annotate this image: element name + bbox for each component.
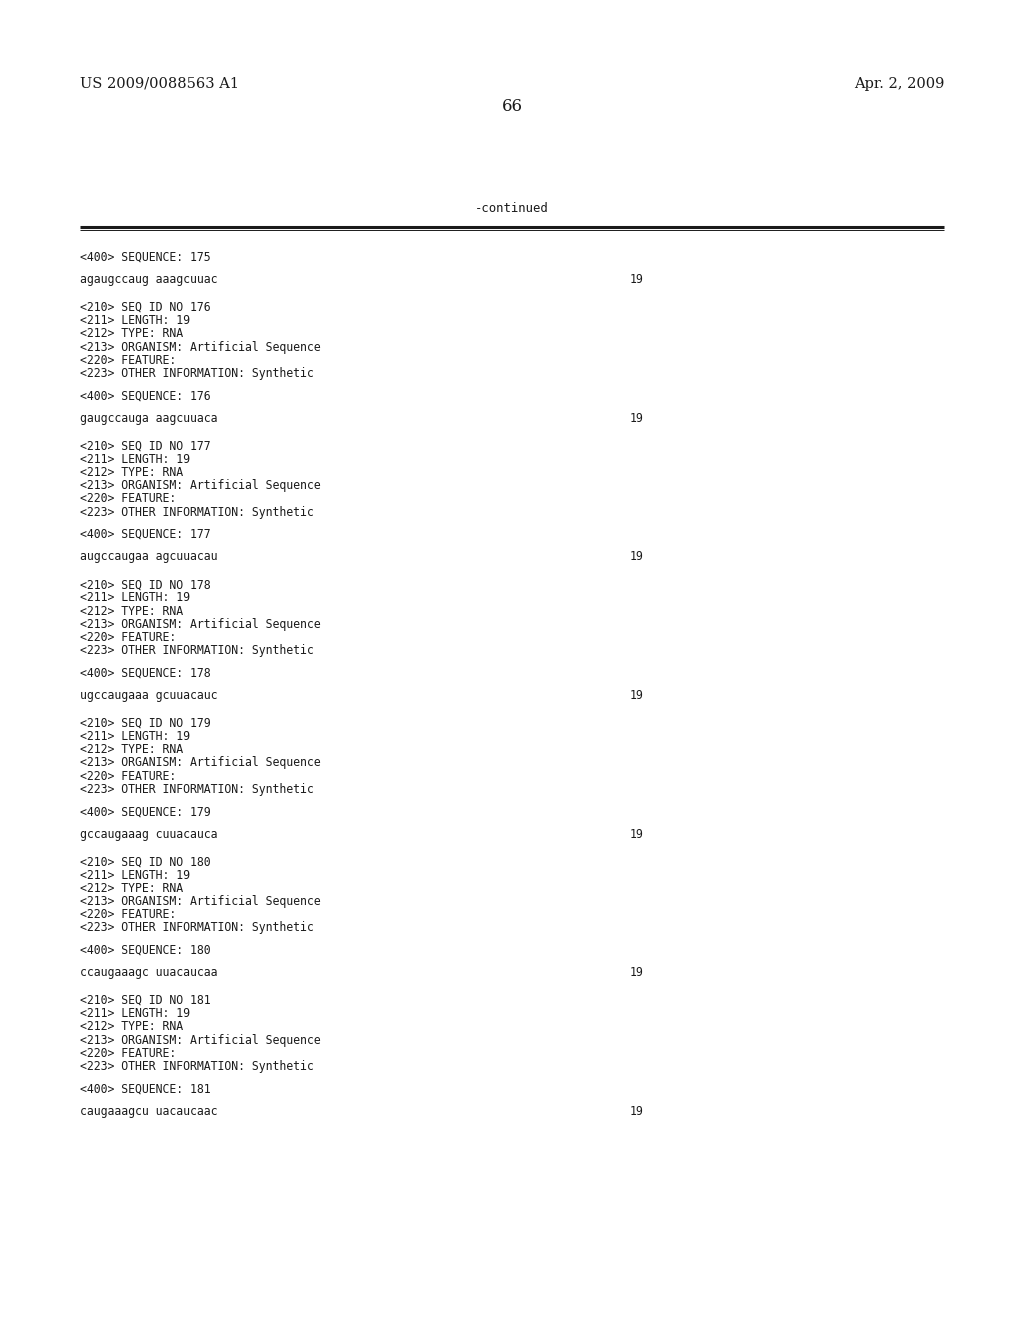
Text: <211> LENGTH: 19: <211> LENGTH: 19: [80, 869, 189, 882]
Text: <400> SEQUENCE: 176: <400> SEQUENCE: 176: [80, 389, 211, 403]
Text: <220> FEATURE:: <220> FEATURE:: [80, 770, 176, 783]
Text: <211> LENGTH: 19: <211> LENGTH: 19: [80, 1007, 189, 1020]
Text: 19: 19: [630, 828, 643, 841]
Text: <213> ORGANISM: Artificial Sequence: <213> ORGANISM: Artificial Sequence: [80, 895, 321, 908]
Text: <213> ORGANISM: Artificial Sequence: <213> ORGANISM: Artificial Sequence: [80, 479, 321, 492]
Text: augccaugaa agcuuacau: augccaugaa agcuuacau: [80, 550, 217, 564]
Text: -continued: -continued: [475, 202, 549, 215]
Text: <210> SEQ ID NO 176: <210> SEQ ID NO 176: [80, 301, 211, 314]
Text: <400> SEQUENCE: 178: <400> SEQUENCE: 178: [80, 667, 211, 680]
Text: <400> SEQUENCE: 175: <400> SEQUENCE: 175: [80, 251, 211, 264]
Text: <211> LENGTH: 19: <211> LENGTH: 19: [80, 314, 189, 327]
Text: <210> SEQ ID NO 178: <210> SEQ ID NO 178: [80, 578, 211, 591]
Text: ccaugaaagc uuacaucaa: ccaugaaagc uuacaucaa: [80, 966, 217, 979]
Text: <210> SEQ ID NO 179: <210> SEQ ID NO 179: [80, 717, 211, 730]
Text: <212> TYPE: RNA: <212> TYPE: RNA: [80, 466, 183, 479]
Text: <213> ORGANISM: Artificial Sequence: <213> ORGANISM: Artificial Sequence: [80, 341, 321, 354]
Text: <223> OTHER INFORMATION: Synthetic: <223> OTHER INFORMATION: Synthetic: [80, 367, 313, 380]
Text: <210> SEQ ID NO 180: <210> SEQ ID NO 180: [80, 855, 211, 869]
Text: <220> FEATURE:: <220> FEATURE:: [80, 354, 176, 367]
Text: 19: 19: [630, 550, 643, 564]
Text: <212> TYPE: RNA: <212> TYPE: RNA: [80, 882, 183, 895]
Text: <213> ORGANISM: Artificial Sequence: <213> ORGANISM: Artificial Sequence: [80, 756, 321, 770]
Text: <213> ORGANISM: Artificial Sequence: <213> ORGANISM: Artificial Sequence: [80, 1034, 321, 1047]
Text: <212> TYPE: RNA: <212> TYPE: RNA: [80, 327, 183, 341]
Text: 19: 19: [630, 1105, 643, 1118]
Text: <400> SEQUENCE: 177: <400> SEQUENCE: 177: [80, 528, 211, 541]
Text: <400> SEQUENCE: 179: <400> SEQUENCE: 179: [80, 805, 211, 818]
Text: <223> OTHER INFORMATION: Synthetic: <223> OTHER INFORMATION: Synthetic: [80, 644, 313, 657]
Text: <223> OTHER INFORMATION: Synthetic: <223> OTHER INFORMATION: Synthetic: [80, 1060, 313, 1073]
Text: <212> TYPE: RNA: <212> TYPE: RNA: [80, 1020, 183, 1034]
Text: <220> FEATURE:: <220> FEATURE:: [80, 908, 176, 921]
Text: <210> SEQ ID NO 181: <210> SEQ ID NO 181: [80, 994, 211, 1007]
Text: ugccaugaaa gcuuacauc: ugccaugaaa gcuuacauc: [80, 689, 217, 702]
Text: <213> ORGANISM: Artificial Sequence: <213> ORGANISM: Artificial Sequence: [80, 618, 321, 631]
Text: <211> LENGTH: 19: <211> LENGTH: 19: [80, 591, 189, 605]
Text: <212> TYPE: RNA: <212> TYPE: RNA: [80, 743, 183, 756]
Text: US 2009/0088563 A1: US 2009/0088563 A1: [80, 77, 239, 91]
Text: <211> LENGTH: 19: <211> LENGTH: 19: [80, 730, 189, 743]
Text: <211> LENGTH: 19: <211> LENGTH: 19: [80, 453, 189, 466]
Text: gccaugaaag cuuacauca: gccaugaaag cuuacauca: [80, 828, 217, 841]
Text: 19: 19: [630, 689, 643, 702]
Text: 19: 19: [630, 966, 643, 979]
Text: <223> OTHER INFORMATION: Synthetic: <223> OTHER INFORMATION: Synthetic: [80, 921, 313, 935]
Text: <212> TYPE: RNA: <212> TYPE: RNA: [80, 605, 183, 618]
Text: <220> FEATURE:: <220> FEATURE:: [80, 492, 176, 506]
Text: gaugccauga aagcuuaca: gaugccauga aagcuuaca: [80, 412, 217, 425]
Text: caugaaagcu uacaucaac: caugaaagcu uacaucaac: [80, 1105, 217, 1118]
Text: <220> FEATURE:: <220> FEATURE:: [80, 631, 176, 644]
Text: agaugccaug aaagcuuac: agaugccaug aaagcuuac: [80, 273, 217, 286]
Text: 66: 66: [502, 98, 522, 115]
Text: <223> OTHER INFORMATION: Synthetic: <223> OTHER INFORMATION: Synthetic: [80, 506, 313, 519]
Text: <223> OTHER INFORMATION: Synthetic: <223> OTHER INFORMATION: Synthetic: [80, 783, 313, 796]
Text: <210> SEQ ID NO 177: <210> SEQ ID NO 177: [80, 440, 211, 453]
Text: Apr. 2, 2009: Apr. 2, 2009: [854, 77, 944, 91]
Text: <220> FEATURE:: <220> FEATURE:: [80, 1047, 176, 1060]
Text: 19: 19: [630, 412, 643, 425]
Text: <400> SEQUENCE: 181: <400> SEQUENCE: 181: [80, 1082, 211, 1096]
Text: 19: 19: [630, 273, 643, 286]
Text: <400> SEQUENCE: 180: <400> SEQUENCE: 180: [80, 944, 211, 957]
